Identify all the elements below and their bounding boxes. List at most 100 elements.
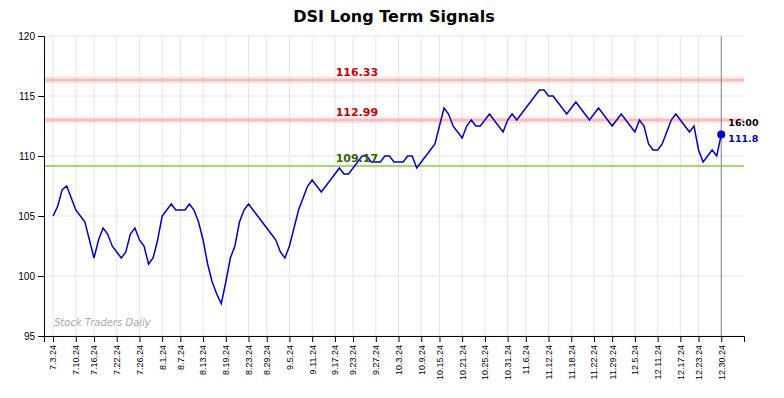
x-tick: 12.30.24 — [717, 336, 727, 380]
tick-mark — [353, 336, 354, 342]
tick-label: 12.30.24 — [717, 345, 727, 380]
tick-label: 10.25.24 — [480, 345, 490, 380]
last-point-dot — [717, 130, 725, 138]
y-tick: 110 — [19, 151, 44, 162]
y-tick: 95 — [24, 331, 44, 342]
x-axis: 7.3.247.10.247.16.247.22.247.26.248.1.24… — [45, 336, 745, 380]
x-tick: 10.15.24 — [435, 336, 445, 380]
x-tick: 8.13.24 — [198, 336, 208, 375]
tick-label: 12.23.24 — [694, 345, 704, 380]
tick-mark — [721, 336, 722, 342]
tick-mark — [38, 96, 44, 97]
axis-line — [45, 337, 745, 343]
y-tick: 100 — [18, 271, 44, 282]
tick-label: 12.17.24 — [676, 345, 686, 380]
tick-mark — [376, 336, 377, 342]
tick-mark — [594, 336, 595, 342]
tick-label: 11.18.24 — [567, 345, 577, 379]
tick-mark — [38, 216, 44, 217]
x-tick: 7.16.24 — [89, 336, 99, 375]
tick-mark — [289, 336, 290, 342]
tick-label: 9.17.24 — [330, 345, 340, 375]
tick-label: 10.3.24 — [394, 345, 404, 375]
x-tick: 9.23.24 — [348, 336, 358, 375]
x-tick: 10.9.24 — [417, 336, 427, 375]
annotations: 116.33112.99109.1716:00111.8Stock Trader… — [54, 66, 759, 328]
grid — [44, 36, 744, 336]
plot-area: 95 100 105 110 115 120 7.3.24 7.10.24 7.16.24 7.2… — [18, 31, 759, 380]
tick-label: 8.1.24 — [158, 345, 168, 370]
grid-line — [44, 156, 744, 157]
grid-line — [44, 36, 744, 37]
tick-label: 11.29.24 — [608, 345, 618, 379]
last-point-rule — [721, 36, 722, 336]
tick-label: 100 — [18, 271, 35, 282]
watermark: Stock Traders Daily — [54, 317, 152, 328]
y-tick: 105 — [18, 211, 44, 222]
reference-label: 112.99 — [336, 106, 378, 119]
x-tick: 11.6.24 — [521, 336, 531, 374]
x-tick: 9.5.24 — [285, 336, 295, 370]
tick-mark — [226, 336, 227, 342]
tick-mark — [680, 336, 681, 342]
y-tick: 120 — [18, 31, 44, 42]
tick-label: 7.16.24 — [89, 345, 99, 375]
marks — [44, 36, 744, 336]
tick-label: 9.11.24 — [308, 345, 318, 374]
tick-mark — [549, 336, 550, 342]
x-tick: 12.5.24 — [630, 336, 640, 375]
tick-mark — [76, 336, 77, 342]
x-tick: 10.31.24 — [503, 336, 513, 380]
tick-label: 115 — [19, 91, 35, 102]
tick-label: 10.9.24 — [417, 345, 427, 375]
tick-mark — [635, 336, 636, 342]
tick-label: 120 — [18, 31, 35, 42]
chart: 95 100 105 110 115 120 7.3.24 7.10.24 7.16.24 7.2… — [0, 0, 784, 398]
tick-mark — [249, 336, 250, 342]
tick-label: 11.22.24 — [589, 345, 599, 379]
grid-line — [44, 276, 744, 277]
x-tick: 12.23.24 — [694, 336, 704, 380]
tick-label: 8.23.24 — [244, 345, 254, 375]
tick-label: 12.5.24 — [630, 345, 640, 375]
x-tick: 7.3.24 — [48, 336, 58, 370]
axis-line — [38, 37, 45, 337]
x-tick: 7.10.24 — [71, 336, 81, 375]
tick-mark — [38, 276, 44, 277]
tick-mark — [53, 336, 54, 342]
tick-label: 110 — [19, 151, 35, 162]
reference-label: 109.17 — [336, 152, 378, 165]
x-tick: 12.11.24 — [653, 336, 663, 379]
x-tick: 12.17.24 — [676, 336, 686, 380]
tick-label: 9.23.24 — [348, 345, 358, 375]
tick-mark — [203, 336, 204, 342]
tick-mark — [439, 336, 440, 342]
x-tick: 10.3.24 — [394, 336, 404, 375]
x-tick: 8.29.24 — [262, 336, 272, 375]
x-tick: 7.26.24 — [135, 336, 145, 375]
reference-band — [44, 77, 744, 83]
x-tick: 11.18.24 — [567, 336, 577, 379]
tick-mark — [162, 336, 163, 342]
tick-label: 9.5.24 — [285, 345, 295, 370]
tick-label: 8.29.24 — [262, 345, 272, 375]
tick-mark — [699, 336, 700, 342]
tick-mark — [485, 336, 486, 342]
x-tick: 8.23.24 — [244, 336, 254, 375]
last-point-label: 16:00 — [728, 117, 759, 128]
tick-mark — [117, 336, 118, 342]
y-axis: 95 100 105 110 115 120 — [18, 31, 44, 342]
tick-mark — [312, 336, 313, 342]
tick-mark — [38, 156, 44, 157]
x-tick: 11.12.24 — [544, 336, 554, 379]
tick-mark — [139, 336, 140, 342]
tick-mark — [571, 336, 572, 342]
tick-label: 10.15.24 — [435, 345, 445, 380]
tick-label: 105 — [18, 211, 35, 222]
x-tick: 9.11.24 — [308, 336, 318, 374]
tick-label: 8.7.24 — [176, 345, 186, 370]
tick-label: 12.11.24 — [653, 345, 663, 379]
tick-label: 7.10.24 — [71, 345, 81, 375]
y-tick: 115 — [19, 91, 44, 102]
x-tick: 10.21.24 — [458, 336, 468, 380]
